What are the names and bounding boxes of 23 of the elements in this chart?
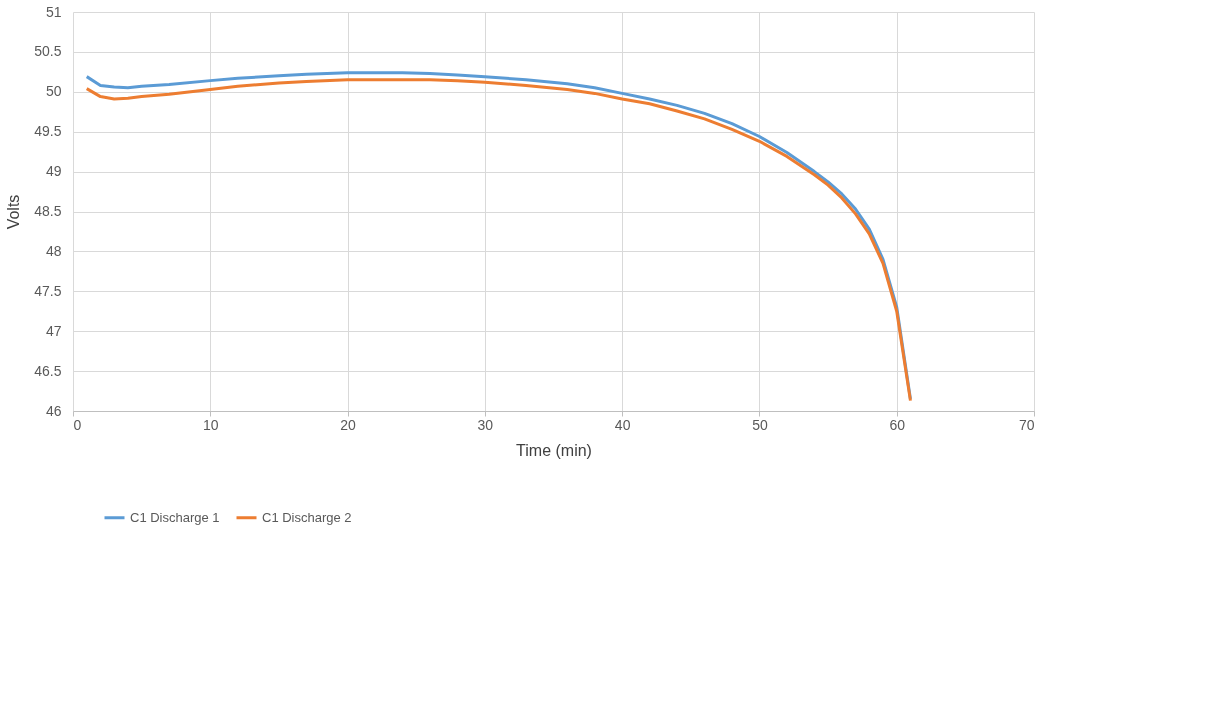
y-tick-label: 47.5: [34, 282, 62, 299]
x-axis-title: Time (min): [516, 441, 592, 459]
x-tick-label: 10: [203, 416, 219, 433]
y-tick-label: 46: [45, 402, 62, 419]
legend-label: C1 Discharge 2: [262, 509, 352, 525]
legend-label: C1 Discharge 1: [130, 509, 220, 525]
y-tick-label: 50: [45, 83, 62, 100]
y-tick-label: 49: [45, 163, 62, 180]
y-tick-label: 46.5: [34, 362, 62, 379]
y-tick-label: 48: [45, 242, 62, 259]
x-tick-label: 70: [1018, 416, 1035, 433]
x-tick-label: 40: [614, 416, 631, 433]
x-tick-label: 50: [752, 416, 768, 433]
x-tick-label: 60: [889, 416, 906, 433]
x-tick-label: 30: [477, 416, 494, 433]
x-tick-label: 20: [340, 416, 357, 433]
y-tick-label: 47: [45, 322, 62, 339]
y-tick-label: 49.5: [34, 123, 62, 140]
y-tick-label: 51: [45, 3, 62, 20]
y-axis-title: Volts: [5, 194, 23, 230]
y-tick-label: 50.5: [34, 43, 62, 60]
x-tick-label: 0: [73, 416, 82, 433]
y-tick-label: 48.5: [34, 203, 62, 219]
